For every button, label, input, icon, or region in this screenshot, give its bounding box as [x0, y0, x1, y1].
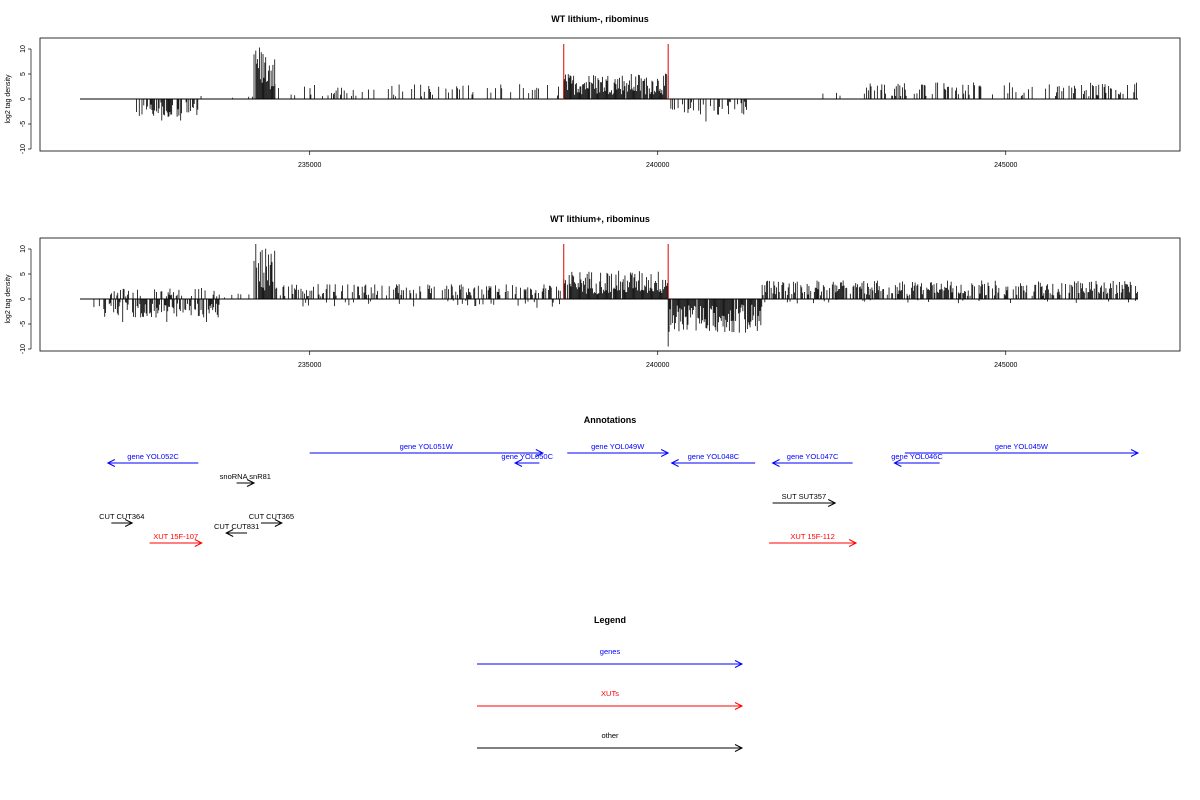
legend-title: Legend	[594, 615, 626, 625]
arrow-head	[225, 529, 234, 537]
x-tick-label: 235000	[298, 362, 321, 369]
arrow-head	[246, 479, 256, 487]
annotation-label: CUT CUT364	[99, 512, 144, 521]
legend-label: XUTs	[601, 689, 619, 698]
arrow-head	[660, 449, 670, 457]
x-tick-label: 245000	[994, 162, 1017, 169]
y-axis-label: log2 tag density	[5, 274, 12, 324]
legend-arrow-head	[734, 660, 744, 668]
arrow-head	[893, 459, 902, 467]
legend-arrow-head	[734, 702, 744, 710]
y-axis-label: log2 tag density	[5, 74, 12, 124]
annotation-label: gene YOL045W	[995, 442, 1049, 451]
annotation-label: CUT CUT831	[214, 522, 259, 531]
legend-item: other	[477, 731, 744, 752]
y-tick-label: 5	[20, 72, 27, 76]
arrow-head	[1130, 449, 1140, 457]
annotations-title: Annotations	[584, 415, 637, 425]
annotation-label: CUT CUT365	[249, 512, 294, 521]
arrow-head	[106, 459, 116, 467]
arrow-head	[274, 519, 283, 527]
annotation-other: CUT CUT364	[99, 512, 144, 527]
annotation-label: gene YOL051W	[400, 442, 454, 451]
annotation-other: snoRNA snR81	[220, 472, 271, 487]
annotation-label: gene YOL048C	[688, 452, 740, 461]
annotation-label: gene YOL049W	[591, 442, 645, 451]
annotation-xuts: XUT 15F-112	[769, 532, 858, 547]
annotation-label: XUT 15F-107	[153, 532, 198, 541]
annotation-genes: gene YOL050C	[501, 452, 554, 467]
annotation-genes: gene YOL051W	[309, 442, 544, 457]
annotation-label: XUT 15F-112	[790, 532, 834, 541]
annotation-label: snoRNA snR81	[220, 472, 271, 481]
legend-label: genes	[600, 647, 621, 656]
annotation-label: gene YOL050C	[501, 452, 553, 461]
annotation-xuts: XUT 15F-107	[149, 532, 203, 547]
x-tick-label: 235000	[298, 162, 321, 169]
annotation-genes: gene YOL048C	[670, 452, 756, 467]
annotation-other: SUT SUT357	[772, 492, 837, 507]
annotation-other: CUT CUT365	[249, 512, 294, 527]
annotation-label: gene YOL052C	[127, 452, 179, 461]
arrow-head	[670, 459, 679, 467]
y-tick-label: -5	[20, 121, 27, 127]
x-tick-label: 245000	[994, 362, 1017, 369]
y-tick-label: 5	[20, 272, 27, 276]
y-tick-label: 0	[20, 97, 27, 101]
x-tick-label: 240000	[646, 362, 669, 369]
legend-item: XUTs	[477, 689, 744, 710]
y-tick-label: 10	[20, 45, 27, 53]
annotation-label: gene YOL047C	[787, 452, 839, 461]
y-tick-label: -10	[20, 144, 27, 154]
arrow-head	[513, 459, 523, 467]
arrow-head	[194, 539, 203, 547]
annotation-other: CUT CUT831	[214, 522, 259, 537]
annotation-label: gene YOL046C	[891, 452, 943, 461]
annotation-genes: gene YOL046C	[891, 452, 943, 467]
arrow-head	[827, 499, 837, 507]
panel-title: WT lithium-, ribominus	[551, 14, 649, 24]
x-tick-label: 240000	[646, 162, 669, 169]
annotation-genes: gene YOL052C	[106, 452, 199, 467]
legend-arrow-head	[734, 744, 744, 752]
y-tick-label: 10	[20, 245, 27, 253]
y-tick-label: 0	[20, 297, 27, 301]
panel-title: WT lithium+, ribominus	[550, 214, 650, 224]
annotation-label: SUT SUT357	[782, 492, 826, 501]
arrow-head	[535, 449, 544, 457]
annotation-genes: gene YOL049W	[567, 442, 670, 457]
arrow-head	[848, 539, 858, 547]
y-tick-label: -5	[20, 321, 27, 327]
track-panel-2: 10 5 0 -5 -10 log2 tag density 235000 240000 245…	[5, 237, 1181, 369]
annotation-genes: gene YOL045W	[904, 442, 1140, 457]
arrow-head	[124, 519, 134, 527]
track-panel-1: 10 5 0 -5 -10 log2 tag density 235000 240000 245…	[5, 37, 1181, 169]
y-tick-label: -10	[20, 344, 27, 354]
legend-item: genes	[477, 647, 744, 668]
arrow-head	[771, 459, 780, 467]
legend-label: other	[601, 731, 619, 740]
annotation-genes: gene YOL047C	[771, 452, 853, 467]
